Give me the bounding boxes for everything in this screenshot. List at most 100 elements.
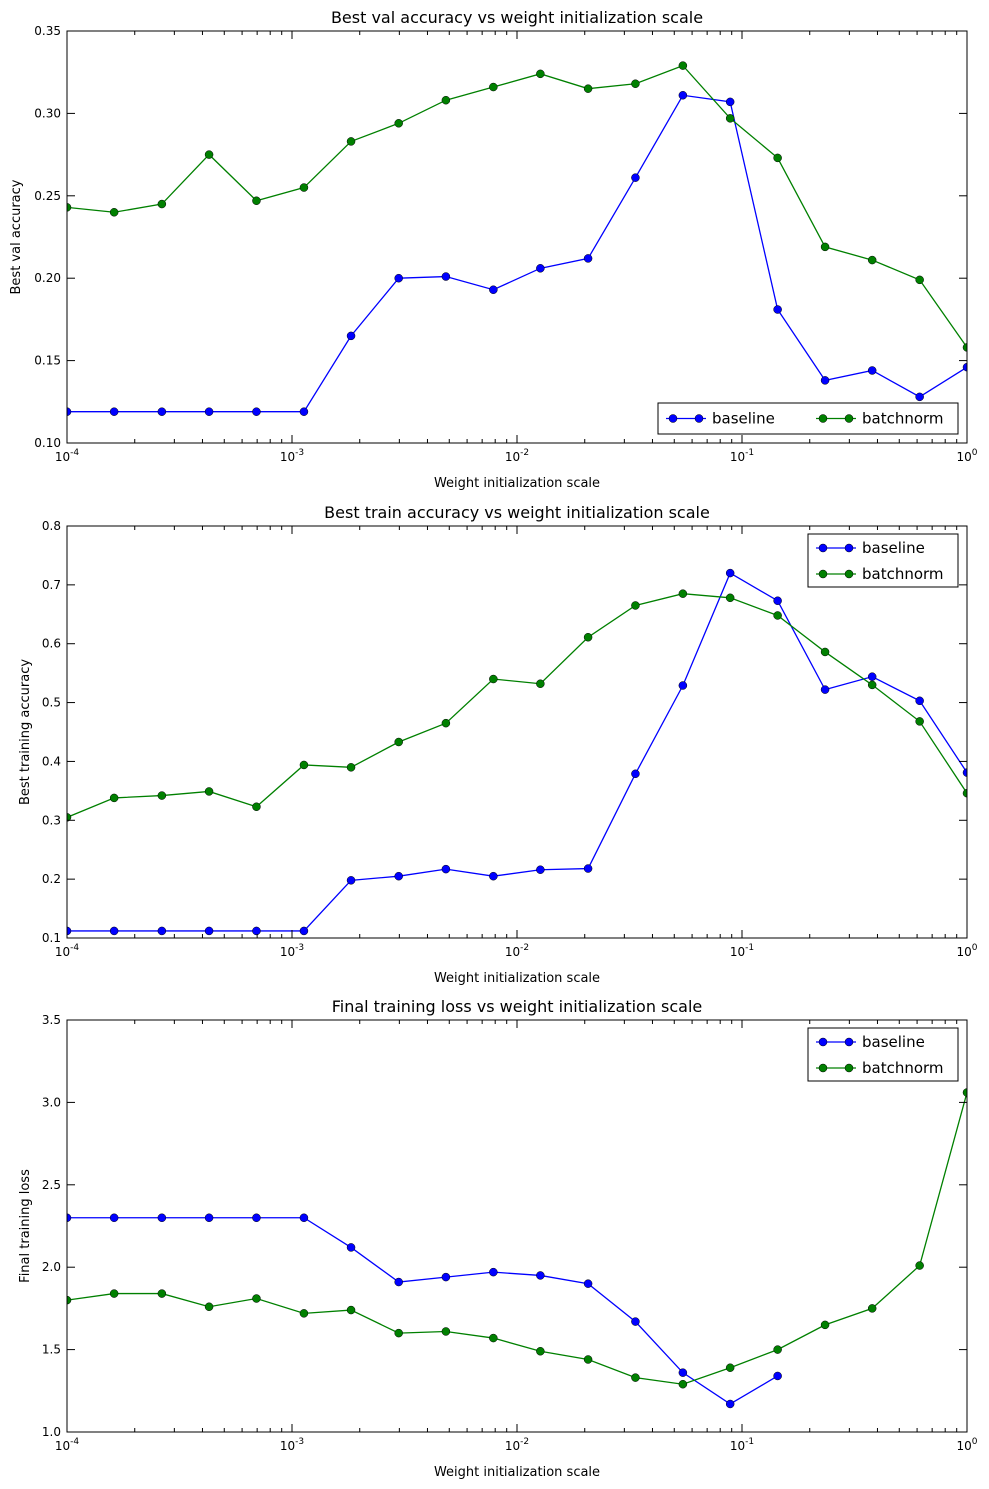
- data-point-baseline: [204, 407, 214, 416]
- data-point-batchnorm: [394, 119, 403, 128]
- data-point-batchnorm: [252, 1294, 261, 1303]
- data-point-batchnorm: [299, 1309, 309, 1318]
- legend-marker-batchnorm: [844, 414, 854, 423]
- data-point-baseline: [489, 1267, 498, 1277]
- chart-panel-2: 10-4 10-3 10-2 10-1 100 0.1 0.2 0.3 0.4 0.5 0.6 0.7…: [18, 503, 978, 986]
- data-point-baseline: [346, 1243, 356, 1252]
- x-tick-label: 100: [956, 1437, 977, 1453]
- data-point-baseline: [915, 696, 924, 706]
- data-point-batchnorm: [962, 1088, 967, 1097]
- data-point-baseline: [583, 864, 593, 873]
- data-point-baseline: [252, 926, 261, 936]
- series-baseline: [67, 1213, 782, 1409]
- legend-box: [657, 402, 959, 435]
- legend-marker-baseline: [844, 1037, 854, 1047]
- data-point-baseline: [867, 672, 877, 681]
- data-point-batchnorm: [915, 717, 924, 726]
- data-point-batchnorm: [394, 1328, 403, 1338]
- data-point-batchnorm: [915, 1261, 924, 1270]
- y-tick-label: 3.5: [42, 1013, 61, 1027]
- data-point-batchnorm: [109, 793, 119, 803]
- chart-title: Best train accuracy vs weight initializa…: [324, 503, 710, 522]
- data-point-batchnorm: [441, 718, 451, 728]
- data-point-batchnorm: [725, 114, 735, 123]
- legend-box: [807, 533, 959, 588]
- data-point-batchnorm: [962, 788, 967, 798]
- data-point-batchnorm: [820, 647, 830, 657]
- legend-marker-batchnorm: [818, 414, 828, 423]
- series-batchnorm: [67, 1088, 967, 1389]
- data-point-baseline: [67, 407, 72, 416]
- data-point-baseline: [67, 1213, 72, 1223]
- plot-area: [67, 1020, 967, 1432]
- x-axis-label: Weight initialization scale: [434, 1465, 600, 1480]
- data-point-batchnorm: [489, 82, 498, 92]
- data-point-baseline: [441, 864, 451, 874]
- series-baseline: [67, 568, 967, 936]
- legend-label-baseline: baseline: [862, 539, 925, 557]
- data-point-baseline: [678, 1368, 688, 1377]
- data-point-baseline: [157, 926, 167, 936]
- data-point-batchnorm: [346, 1305, 356, 1315]
- data-point-batchnorm: [157, 199, 167, 209]
- data-point-baseline: [820, 376, 830, 385]
- data-point-baseline: [631, 769, 640, 779]
- x-tick-label: 10-1: [730, 1437, 754, 1453]
- data-point-batchnorm: [67, 203, 72, 212]
- series-line-batchnorm: [67, 1092, 967, 1385]
- data-point-batchnorm: [299, 760, 309, 770]
- x-tick-label: 10-4: [55, 1437, 80, 1453]
- data-point-baseline: [109, 926, 119, 936]
- data-point-batchnorm: [583, 1355, 593, 1364]
- data-point-batchnorm: [204, 787, 214, 796]
- x-tick-label: 100: [956, 448, 977, 464]
- data-point-baseline: [773, 305, 782, 314]
- y-tick-label: 3.0: [42, 1095, 61, 1109]
- data-point-batchnorm: [678, 61, 688, 70]
- data-point-batchnorm: [536, 1346, 545, 1356]
- data-point-batchnorm: [536, 679, 545, 688]
- data-point-baseline: [583, 254, 593, 263]
- x-tick-label: 10-3: [280, 1437, 304, 1453]
- x-tick-label: 10-3: [280, 943, 304, 959]
- data-point-batchnorm: [441, 95, 451, 105]
- legend-label-baseline: baseline: [712, 410, 775, 428]
- y-axis-label: Best training accuracy: [18, 659, 33, 805]
- series-line-baseline: [67, 572, 967, 932]
- legend: baseline batchnorm: [807, 533, 959, 588]
- y-tick-label: 1.5: [42, 1343, 61, 1357]
- data-point-batchnorm: [489, 674, 498, 684]
- legend-label-baseline: baseline: [862, 1033, 925, 1051]
- data-point-batchnorm: [631, 79, 640, 88]
- data-point-batchnorm: [773, 611, 782, 620]
- legend-marker-baseline: [668, 414, 678, 423]
- data-point-batchnorm: [773, 1345, 782, 1354]
- y-axis-label: Final training loss: [18, 1169, 33, 1283]
- legend-marker-baseline: [844, 543, 854, 553]
- data-point-baseline: [962, 362, 967, 372]
- data-point-baseline: [489, 285, 498, 294]
- y-tick-label: 0.10: [34, 436, 61, 450]
- x-tick-label: 10-2: [505, 943, 529, 959]
- data-point-baseline: [394, 1277, 403, 1287]
- y-tick-label: 0.3: [42, 813, 61, 827]
- data-point-batchnorm: [67, 813, 72, 822]
- legend-marker-batchnorm: [818, 1063, 828, 1073]
- data-point-baseline: [725, 568, 735, 578]
- data-point-batchnorm: [157, 1289, 167, 1298]
- x-tick-label: 10-4: [55, 448, 80, 464]
- data-point-baseline: [252, 1213, 261, 1223]
- data-point-batchnorm: [299, 183, 309, 192]
- data-point-baseline: [157, 407, 167, 416]
- y-tick-label: 0.6: [42, 637, 61, 651]
- x-tick-label: 10-2: [505, 1437, 529, 1453]
- data-point-batchnorm: [867, 255, 877, 265]
- data-point-batchnorm: [67, 1295, 72, 1305]
- data-point-batchnorm: [820, 1320, 830, 1330]
- series-batchnorm: [67, 589, 967, 822]
- data-point-batchnorm: [346, 137, 356, 146]
- data-point-baseline: [915, 392, 924, 402]
- data-point-baseline: [346, 331, 356, 341]
- data-point-batchnorm: [773, 153, 782, 163]
- data-point-batchnorm: [583, 84, 593, 93]
